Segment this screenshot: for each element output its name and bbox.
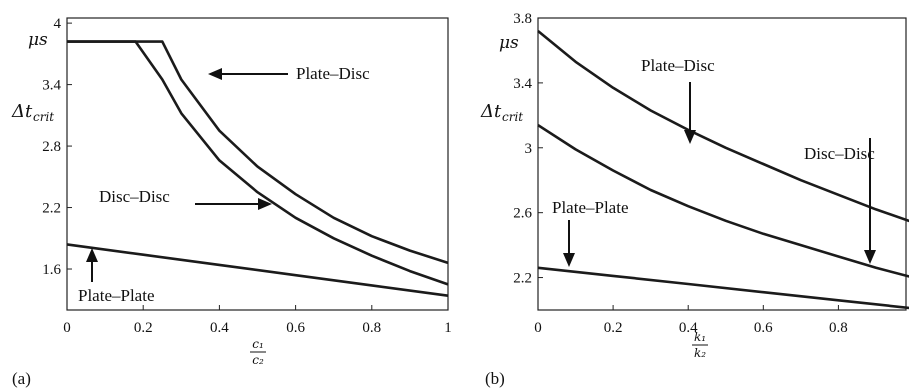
y-tick-label: 2.2: [42, 201, 61, 217]
series-line-disc-disc: [537, 124, 909, 278]
panel-b-ylabel-unit: μs: [499, 33, 519, 53]
panel-a-arrowhead-plate-plate: [86, 248, 98, 262]
y-tick-label: 3.4: [513, 76, 532, 92]
y-tick-label: 2.2: [513, 271, 532, 287]
panel-a-ylabel-sub: crit: [33, 110, 54, 124]
x-tick-label: 0.2: [604, 320, 623, 336]
y-tick-label: 4: [54, 16, 62, 32]
panel-b-frame: [537, 17, 907, 311]
panel-a-arrowhead-plate-disc: [208, 68, 222, 80]
panel-b-arrowhead-disc-disc: [864, 250, 876, 264]
x-tick-label: 0.6: [286, 320, 305, 336]
y-tick-label: 3.4: [42, 78, 61, 94]
x-tick-label: 0.6: [754, 320, 773, 336]
panel-a-y-ticks: 1.6 2.2 2.8 3.4 4: [42, 16, 72, 278]
panel-b-arrowhead-plate-disc: [684, 130, 696, 144]
panel-b-label: (b): [485, 369, 505, 388]
panel-a: 0 0.2 0.4 0.6 0.8 1 1.62.22.83.44 μs Δt crit …: [11, 16, 452, 388]
panel-b-ylabel-main: Δt: [480, 101, 502, 122]
x-tick-label: 0.4: [210, 320, 229, 336]
x-tick-label: 1: [444, 320, 452, 336]
panel-b: 0 0.2 0.4 0.6 0.8 2.2 2.6 3 3.4 3.8 μs Δt crit k…: [480, 11, 909, 388]
panel-a-ylabel-unit: μs: [28, 30, 48, 50]
x-tick-label: 0.2: [134, 320, 153, 336]
panel-b-label-disc-disc: Disc–Disc: [804, 144, 875, 163]
panel-a-xlabel-denominator: c₂: [252, 353, 264, 367]
panel-a-ylabel-main: Δt: [11, 101, 33, 122]
panel-a-label: (a): [12, 369, 31, 388]
panel-b-label-plate-plate: Plate–Plate: [552, 198, 628, 217]
series-line-plate-plate: [537, 266, 909, 310]
panel-b-x-ticks: 0 0.2 0.4 0.6 0.8: [534, 305, 848, 336]
series-line-disc-disc: [67, 40, 449, 286]
y-tick-label: 2.6: [513, 206, 532, 222]
panel-a-arrowhead-disc-disc: [258, 198, 272, 210]
panel-b-ylabel-sub: crit: [502, 110, 523, 124]
y-tick-label: 3: [525, 141, 533, 157]
panel-a-curves: [66, 40, 449, 297]
panel-b-label-plate-disc: Plate–Disc: [641, 56, 715, 75]
y-tick-label: 3.8: [513, 11, 532, 27]
x-tick-label: 0: [63, 320, 71, 336]
panel-a-label-disc-disc: Disc–Disc: [99, 187, 170, 206]
panel-a-label-plate-plate: Plate–Plate: [78, 286, 154, 305]
panel-b-y-ticks: 2.2 2.6 3 3.4 3.8: [513, 11, 543, 287]
panel-b-curves: [537, 29, 909, 310]
y-tick-label: 1.6: [42, 262, 61, 278]
series-line-plate-disc: [537, 29, 909, 223]
panel-a-x-ticks: 0 0.2 0.4 0.6 0.8 1: [63, 305, 452, 336]
panel-a-label-plate-disc: Plate–Disc: [296, 64, 370, 83]
panel-a-xlabel-numerator: c₁: [252, 337, 264, 351]
x-tick-label: 0.4: [679, 320, 698, 336]
panel-b-arrowhead-plate-plate: [563, 253, 575, 267]
x-tick-label: 0.8: [829, 320, 848, 336]
panel-b-xlabel-numerator: k₁: [694, 330, 706, 344]
x-tick-label: 0.8: [362, 320, 381, 336]
panel-a-frame: [66, 17, 449, 311]
y-tick-label: 2.8: [42, 139, 61, 155]
series-line-plate-plate: [66, 243, 449, 297]
panel-b-xlabel-denominator: k₂: [694, 346, 706, 360]
x-tick-label: 0: [534, 320, 542, 336]
series-line-plate-disc: [67, 40, 449, 265]
